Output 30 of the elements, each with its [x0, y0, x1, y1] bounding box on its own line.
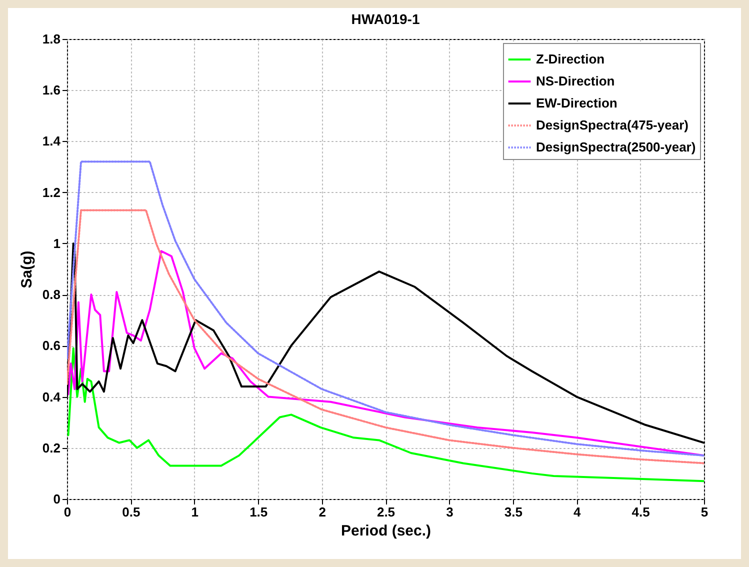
legend-label: DesignSpectra(2500-year) [536, 140, 696, 154]
x-tick-label: 0 [64, 504, 72, 520]
x-axis-title: Period (sec.) [340, 522, 432, 540]
y-tick-label: 1.8 [42, 32, 60, 46]
y-tick-label: 0.4 [42, 389, 62, 404]
x-tick-label: 2.5 [376, 504, 396, 520]
line-series [67, 347, 704, 482]
legend-label: EW-Direction [536, 96, 618, 110]
y-tick-label: 0.2 [42, 440, 60, 456]
y-tick-label: 0 [53, 492, 60, 506]
y-tick-label: 1.4 [42, 134, 62, 149]
x-tick-label: 0.5 [122, 504, 140, 520]
y-axis-title: Sa(g) [18, 250, 36, 288]
x-tick-label: 1 [191, 504, 199, 520]
x-tick-label: 2 [318, 504, 326, 520]
chart-title: HWA019-1 [351, 11, 420, 27]
legend-label: DesignSpectra(475-year) [536, 118, 688, 132]
x-tick-label: 4 [573, 504, 582, 520]
y-tick-label: 0.6 [42, 338, 60, 354]
y-tick-label: 0.8 [42, 287, 60, 302]
x-tick-label: 1.5 [250, 504, 268, 520]
y-tick-label: 1.6 [42, 82, 60, 98]
x-tick-label: 5 [700, 504, 708, 520]
legend-label: NS-Direction [536, 74, 615, 88]
x-tick-label: 3 [446, 504, 454, 520]
x-tick-label: 3.5 [504, 504, 522, 520]
y-tick-label: 1 [53, 236, 60, 251]
legend-label: Z-Direction [536, 52, 605, 66]
y-tick-label: 1.2 [42, 184, 60, 200]
x-tick-label: 4.5 [632, 504, 650, 520]
